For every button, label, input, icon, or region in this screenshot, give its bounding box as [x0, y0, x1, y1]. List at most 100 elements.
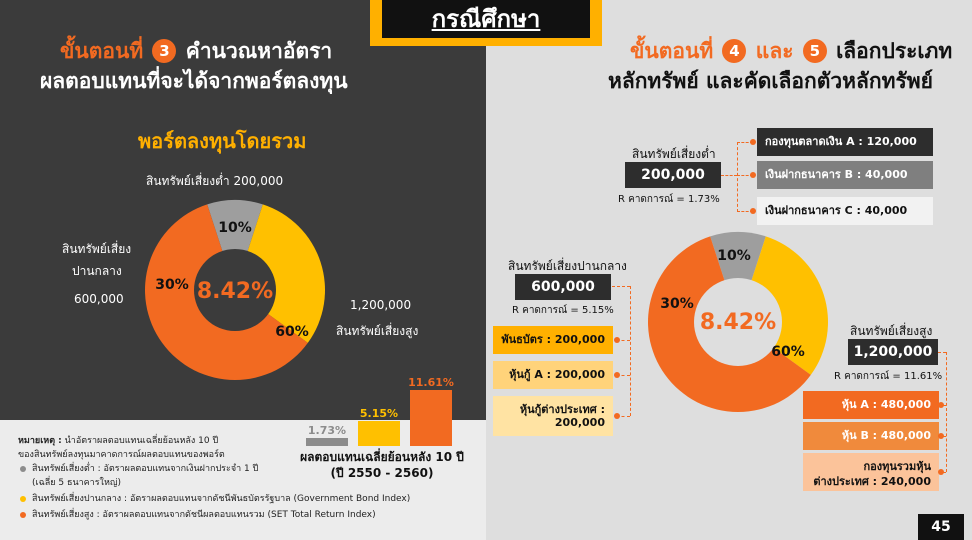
bar-1	[306, 438, 348, 446]
right-slice-label-low: 10%	[717, 248, 751, 264]
bar-2	[358, 421, 400, 446]
right-donut-slice-mid	[738, 236, 828, 375]
mid-risk-label: สินทรัพย์เสี่ยงปานกลาง	[508, 259, 627, 273]
left-high-value: 1,200,000	[350, 298, 412, 312]
step3-title-line1: ขั้นตอนที่ 3 คำนวณหาอัตรา	[60, 36, 332, 66]
left-mid-value: 600,000	[74, 292, 124, 306]
notes-item1b: (เฉลี่ย 5 ธนาคารใหญ่)	[32, 478, 122, 488]
case-study-tab: กรณีศึกษา	[370, 0, 602, 46]
mid-risk-item-3-line2: 200,000	[554, 416, 605, 429]
bar-label-1: 1.73%	[307, 424, 347, 437]
left-mid-label-2: ปานกลาง	[72, 264, 122, 278]
notes-bullet-3	[20, 512, 26, 518]
step45-title-line1: ขั้นตอนที่ 4 และ 5 เลือกประเภท	[630, 36, 952, 66]
mid-connector-v	[630, 286, 631, 416]
step45-number-4: 4	[722, 39, 747, 63]
low-risk-item-3: เงินฝากธนาคาร C : 40,000	[757, 197, 933, 225]
low-connector-3	[737, 211, 753, 212]
mid-connector-2	[616, 375, 630, 376]
high-risk-item-3-box: กองทุนรวมหุ้น ต่างประเทศ : 240,000	[803, 453, 939, 491]
page-number: 45	[918, 514, 964, 540]
low-connector-2	[737, 175, 753, 176]
right-slice-label-high: 60%	[771, 344, 805, 360]
low-risk-value: 200,000	[625, 162, 721, 188]
high-risk-item-3-line1: กองทุนรวมหุ้น	[863, 460, 931, 473]
high-risk-expected: R คาดการณ์ = 11.61%	[834, 371, 943, 382]
notes-title: หมายเหตุ :	[18, 436, 62, 446]
step45-number-5: 5	[802, 39, 827, 63]
right-donut-slice-low	[710, 232, 766, 322]
mid-connector-3	[616, 416, 630, 417]
left-donut-chart: 8.42% 10% 30% 60%	[144, 200, 325, 381]
left-donut-hole	[194, 249, 276, 331]
notes-item3: สินทรัพย์เสี่ยงสูง : อัตราผลตอบแทนจากดัช…	[32, 510, 376, 520]
step45-and: และ	[755, 39, 794, 63]
case-study-title: กรณีศึกษา	[382, 0, 590, 38]
left-slice-label-mid: 30%	[155, 277, 189, 293]
bar-3	[410, 390, 452, 446]
high-risk-item-1: หุ้น A : 480,000	[803, 391, 939, 419]
step45-line1-rest: เลือกประเภท	[836, 39, 953, 63]
notes-bullet-1	[20, 466, 26, 472]
mid-connector-1	[616, 340, 630, 341]
low-dot-2	[750, 172, 756, 178]
bar-label-2: 5.15%	[359, 407, 399, 420]
notes-line1: หมายเหตุ : นำอัตราผลตอบแทนเฉลี่ยย้อนหลัง…	[18, 434, 218, 448]
left-mid-label-1: สินทรัพย์เสี่ยง	[62, 242, 132, 256]
return-bar-chart: 1.73% 5.15% 11.61%	[300, 376, 460, 446]
left-donut-slice-mid	[235, 204, 325, 343]
low-connector-h	[721, 175, 737, 176]
high-connector-v	[946, 352, 947, 472]
bars-title-1: ผลตอบแทนเฉลี่ยย้อนหลัง 10 ปี	[300, 450, 464, 464]
left-low-label: สินทรัพย์เสี่ยงต่ำ 200,000	[146, 174, 284, 188]
high-risk-item-2: หุ้น B : 480,000	[803, 422, 939, 450]
high-risk-value: 1,200,000	[848, 339, 938, 365]
notes-box	[0, 420, 486, 540]
low-risk-label: สินทรัพย์เสี่ยงต่ำ	[632, 147, 716, 161]
notes-line2: ของสินทรัพย์ลงทุนมาคาดการณ์ผลตอบแทนของพอ…	[18, 450, 225, 460]
step45-prefix: ขั้นตอนที่	[630, 39, 714, 63]
notes-item1a: สินทรัพย์เสี่ยงต่ำ : อัตราผลตอบแทนจากเงิ…	[32, 464, 259, 474]
step3-number: 3	[152, 39, 177, 63]
right-donut-chart: 8.42% 10% 30% 60%	[648, 232, 828, 412]
mid-risk-item-2: หุ้นกู้ A : 200,000	[493, 361, 613, 389]
high-dot-2	[938, 433, 944, 439]
low-risk-expected: R คาดการณ์ = 1.73%	[618, 194, 720, 205]
low-dot-3	[750, 208, 756, 214]
bars-title-2: (ปี 2550 - 2560)	[330, 466, 434, 480]
portfolio-title: พอร์ตลงทุนโดยรวม	[138, 129, 307, 153]
high-risk-item-3-line2: ต่างประเทศ : 240,000	[813, 475, 931, 488]
left-slice-label-high: 60%	[275, 324, 309, 340]
mid-risk-item-1: พันธบัตร : 200,000	[493, 326, 613, 354]
left-donut-center: 8.42%	[197, 279, 273, 304]
step3-prefix: ขั้นตอนที่	[60, 39, 144, 63]
notes-bullet-2	[20, 496, 26, 502]
right-slice-label-mid: 30%	[660, 296, 694, 312]
mid-risk-item-3-line1: หุ้นกู้ต่างประเทศ :	[519, 403, 605, 416]
step3-line1-rest: คำนวณหาอัตรา	[185, 39, 333, 63]
left-high-label: สินทรัพย์เสี่ยงสูง	[336, 324, 419, 338]
right-donut-hole	[694, 278, 782, 366]
mid-dot-1	[614, 337, 620, 343]
low-risk-item-1: กองทุนตลาดเงิน A : 120,000	[757, 128, 933, 156]
left-slice-label-low: 10%	[218, 220, 252, 236]
left-donut-slice-low	[207, 200, 263, 290]
low-connector-v	[737, 142, 738, 212]
step3-title-line2: ผลตอบแทนที่จะได้จากพอร์ตลงทุน	[40, 69, 348, 93]
mid-dot-3	[614, 413, 620, 419]
mid-risk-expected: R คาดการณ์ = 5.15%	[512, 305, 614, 316]
mid-connector-h	[612, 286, 630, 287]
mid-dot-2	[614, 372, 620, 378]
bar-label-3: 11.61%	[408, 376, 454, 389]
right-donut-center: 8.42%	[700, 310, 776, 335]
mid-risk-item-3-box: หุ้นกู้ต่างประเทศ : 200,000	[493, 396, 613, 436]
low-dot-1	[750, 139, 756, 145]
notes-line1-text: นำอัตราผลตอบแทนเฉลี่ยย้อนหลัง 10 ปี	[64, 436, 219, 446]
low-connector-1	[737, 142, 753, 143]
notes-item2: สินทรัพย์เสี่ยงปานกลาง : อัตราผลตอบแทนจา…	[32, 494, 411, 504]
high-risk-label: สินทรัพย์เสี่ยงสูง	[850, 324, 933, 338]
high-dot-1	[938, 402, 944, 408]
high-connector-h	[938, 352, 946, 353]
step45-title-line2: หลักทรัพย์ และคัดเลือกตัวหลักทรัพย์	[608, 69, 933, 93]
mid-risk-value: 600,000	[515, 274, 611, 300]
